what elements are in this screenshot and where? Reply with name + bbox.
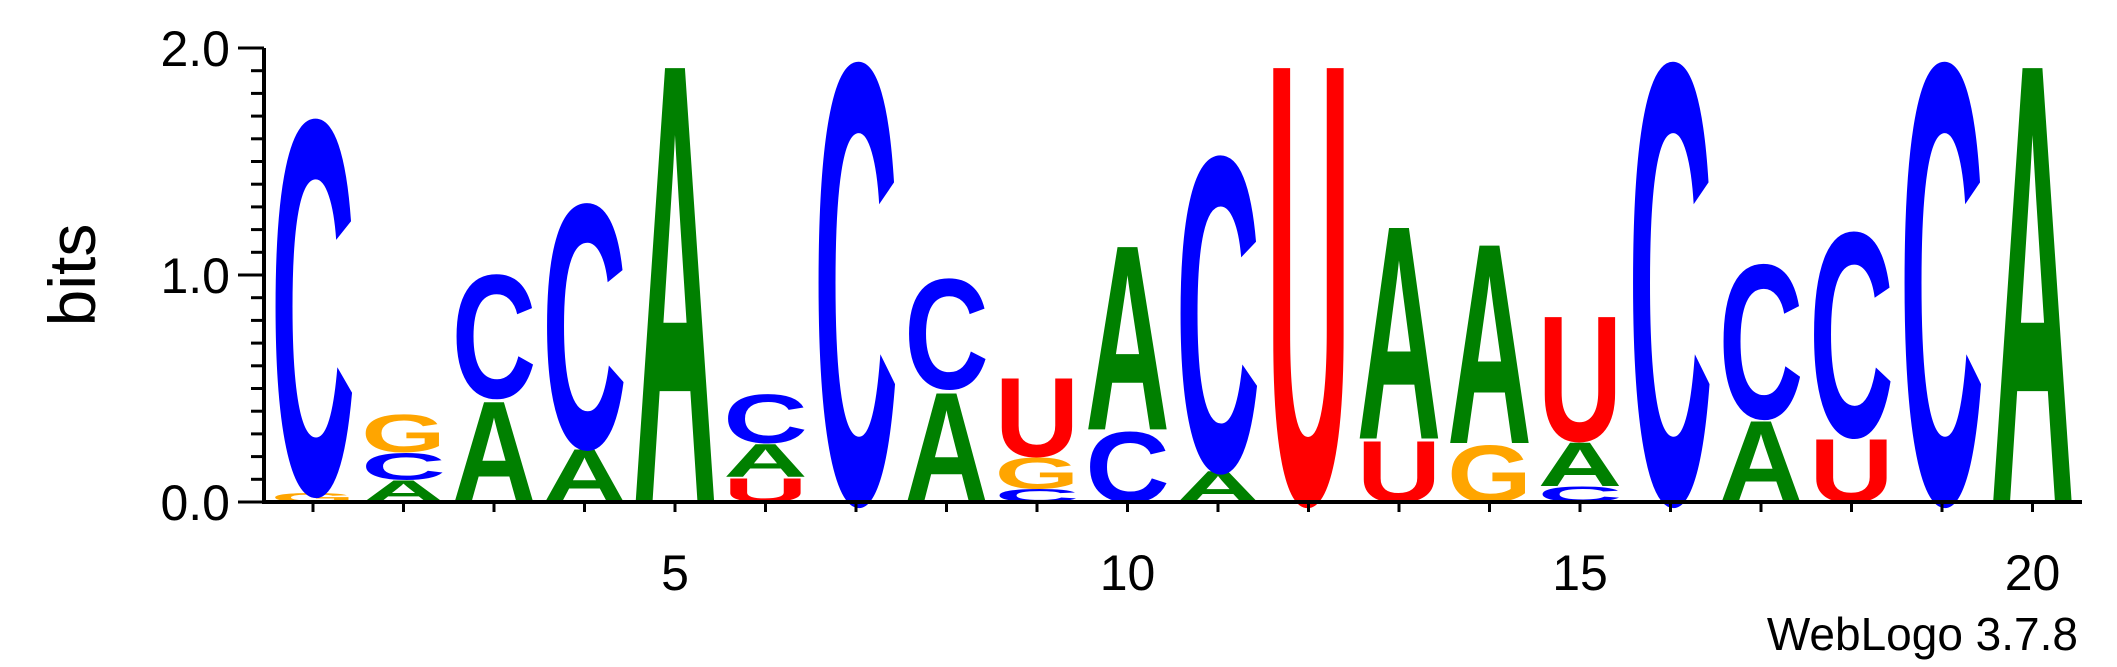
logo-letter-text-pos12-U: U (1266, 0, 1351, 637)
logo-letter-text-pos1-C: C (271, 9, 355, 607)
x-tick-label: 20 (2005, 545, 2061, 601)
logo-letter-pos4-C: C (542, 132, 627, 522)
logo-letter-pos6-C: C (723, 381, 807, 458)
logo-letter-text-pos11-C: C (1176, 62, 1261, 566)
logo-letter-text-pos2-C: C (361, 445, 446, 487)
logo-letter-pos5-A: A (633, 0, 718, 637)
logo-letter-text-pos17-C: C (1719, 219, 1804, 465)
logo-letter-pos2-C: C (361, 445, 446, 487)
logo-letter-pos8-C: C (904, 247, 988, 423)
logo-letter-text-pos8-C: C (904, 247, 988, 423)
logo-letter-text-pos5-A: A (633, 0, 718, 637)
logo-letter-pos20-A: A (1990, 0, 2075, 637)
logo-letter-pos11-C: C (1176, 62, 1261, 566)
logo-letter-text-pos19-C: C (1900, 0, 1985, 637)
logo-letter-pos2-G: G (361, 404, 445, 464)
logo-letter-text-pos7-C: C (814, 0, 899, 637)
logo-letter-pos6-A: A (723, 434, 807, 487)
y-tick-label: 0.0 (160, 475, 230, 531)
logo-letter-text-pos4-C: C (542, 132, 627, 522)
y-tick-label: 2.0 (160, 21, 230, 77)
x-tick-label: 15 (1552, 545, 1608, 601)
logo-letter-text-pos6-A: A (723, 434, 807, 487)
logo-letter-text-pos9-G: G (995, 448, 1079, 498)
logo-letter-pos19-C: C (1900, 0, 1985, 637)
x-tick-label: 10 (1100, 545, 1156, 601)
logo-letter-pos9-U: U (995, 355, 1079, 481)
axes: 0.0 1.0 2.0 5 10 15 20 bits (35, 21, 2082, 601)
logo-letter-pos1-C: C (271, 9, 355, 607)
logo-letter-pos16-C: C (1628, 0, 1713, 637)
logo-letter-text-pos13-A: A (1357, 162, 1441, 504)
x-ticks: 5 10 15 20 (311, 502, 2061, 601)
logo-letter-pos3-C: C (452, 237, 536, 435)
logo-letter-pos9-G: G (995, 448, 1079, 498)
logo-letter-pos17-C: C (1719, 219, 1804, 465)
y-tick-label: 1.0 (160, 248, 230, 304)
logo-letter-pos15-U: U (1538, 280, 1622, 480)
logo-letter-text-pos15-U: U (1538, 280, 1622, 480)
logo-letter-pos15-A: A (1538, 429, 1623, 499)
logo-letter-text-pos9-U: U (995, 355, 1079, 481)
logo-letter-text-pos16-C: C (1628, 0, 1713, 637)
logo-letter-text-pos18-C: C (1809, 172, 1893, 499)
logo-letter-pos18-C: C (1809, 172, 1893, 499)
logo-letter-text-pos6-C: C (723, 381, 807, 458)
logo-letter-text-pos10-A: A (1085, 191, 1169, 486)
logo-letter-pos12-U: U (1266, 0, 1351, 637)
logo-letter-pos7-C: C (814, 0, 899, 637)
y-ticks: 0.0 1.0 2.0 (160, 21, 264, 531)
logo-letter-text-pos15-A: A (1538, 429, 1623, 499)
logo-letter-text-pos20-A: A (1990, 0, 2075, 637)
logo-letter-text-pos2-G: G (361, 404, 445, 464)
logo-letter-pos10-A: A (1085, 191, 1169, 486)
weblogo-version-footer: WebLogo 3.7.8 (1767, 608, 2078, 660)
logo-letter-text-pos3-C: C (452, 237, 536, 435)
y-axis-label: bits (35, 224, 109, 327)
x-tick-label: 5 (661, 545, 689, 601)
logo-letter-pos14-A: A (1447, 185, 1531, 505)
logo-letter-pos13-A: A (1357, 162, 1441, 504)
logo-letter-text-pos14-A: A (1447, 185, 1531, 505)
